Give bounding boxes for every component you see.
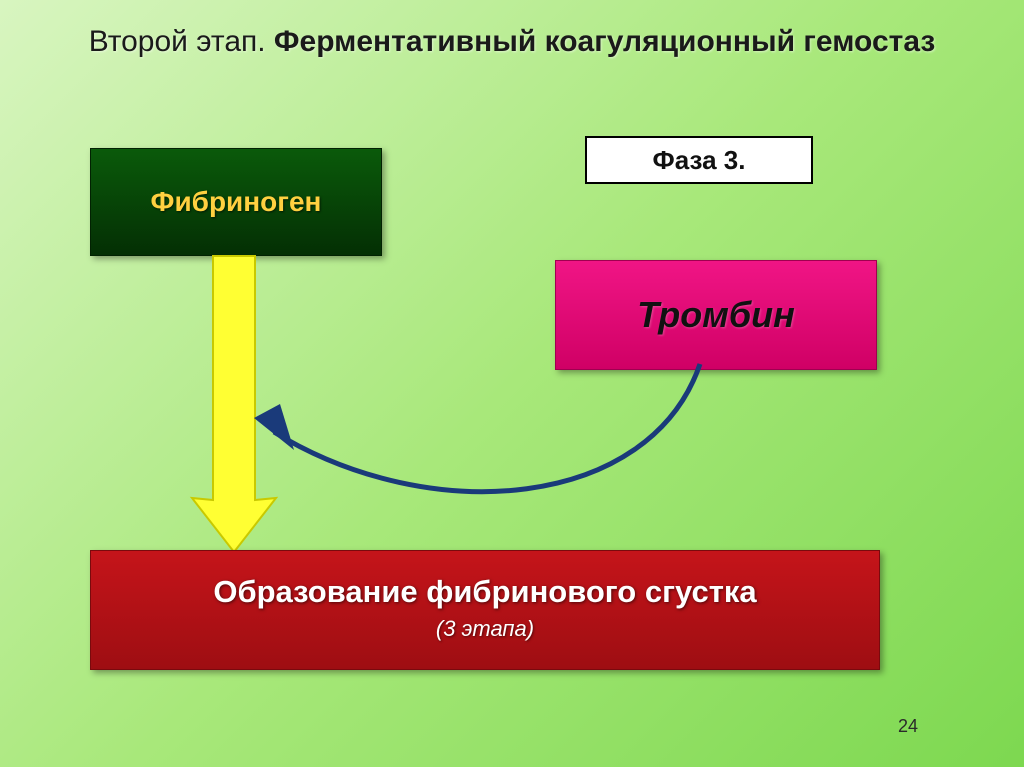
node-thrombin-label: Тромбин — [637, 294, 795, 336]
arrow-curved-icon — [250, 340, 710, 530]
slide-title: Второй этап. Ферментативный коагуляционн… — [0, 0, 1024, 61]
title-prefix: Второй этап. — [89, 25, 274, 58]
page-number: 24 — [898, 716, 918, 737]
node-result: Образование фибринового сгустка (3 этапа… — [90, 550, 880, 670]
node-result-label-sub: (3 этапа) — [436, 616, 534, 642]
node-phase-label: Фаза 3. — [653, 145, 746, 176]
node-result-label-main: Образование фибринового сгустка — [213, 574, 756, 610]
node-phase: Фаза 3. — [585, 136, 813, 184]
node-fibrinogen: Фибриноген — [90, 148, 382, 256]
node-fibrinogen-label: Фибриноген — [151, 186, 322, 218]
title-main: Ферментативный коагуляционный гемостаз — [274, 25, 935, 58]
